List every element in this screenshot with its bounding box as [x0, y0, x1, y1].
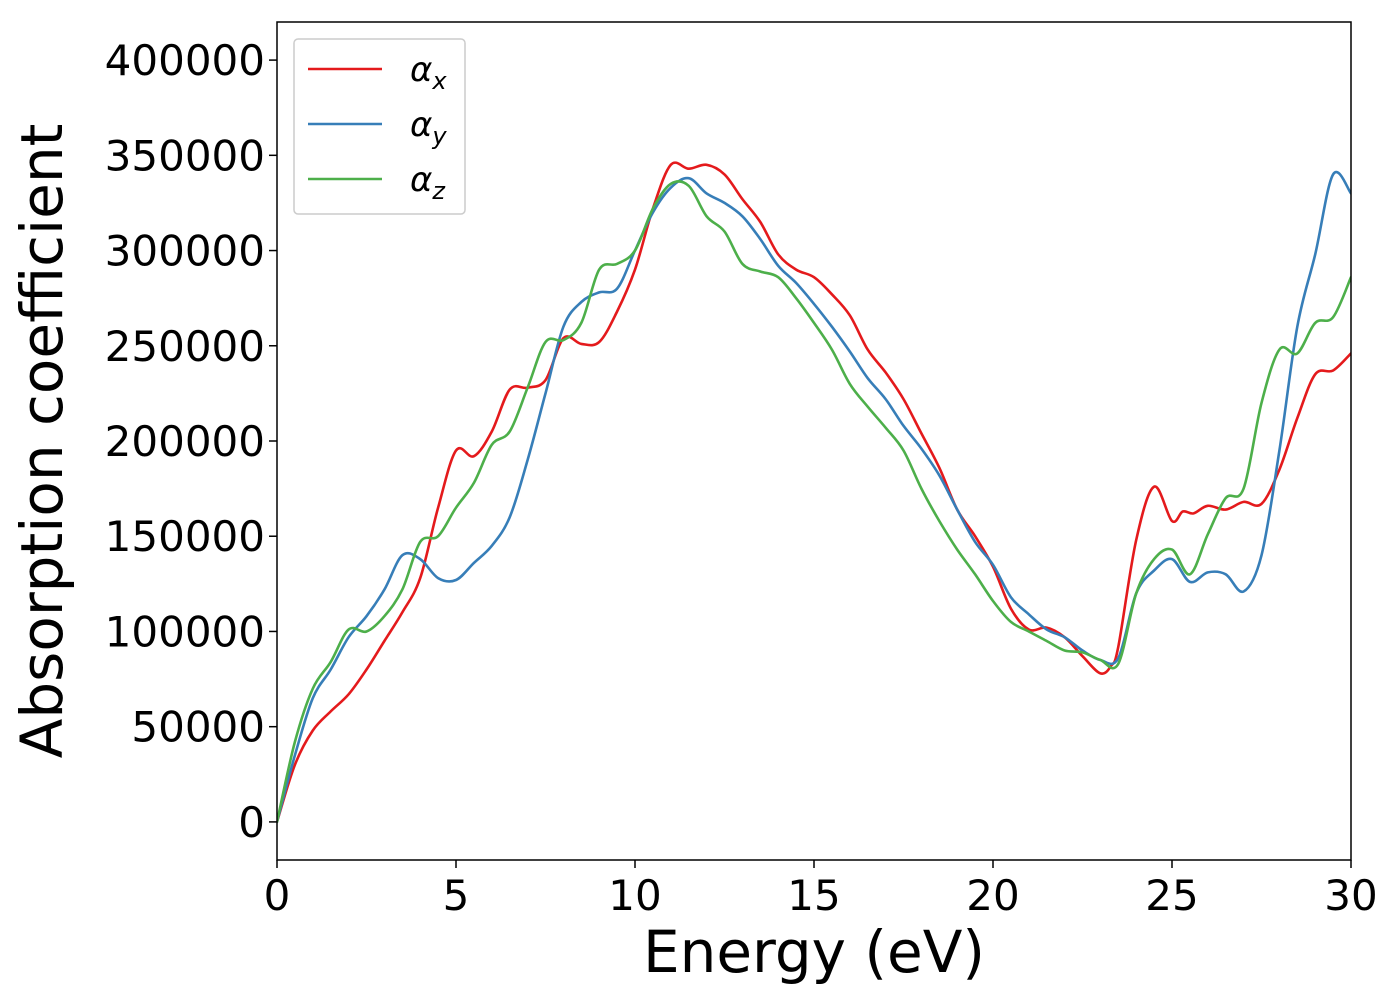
ticks-layer: 0 5 10 15 20 25 30 0 50000 100000 150000 200000 2500…: [105, 36, 1378, 920]
x-tick-label: 5: [443, 871, 470, 920]
y-tick-label: 50000: [131, 703, 265, 752]
x-tick-label: 25: [1145, 871, 1198, 920]
y-tick-label: 350000: [105, 131, 265, 180]
series-line-x: [277, 161, 1351, 824]
y-tick-label: 200000: [105, 417, 265, 466]
legend-box: [293, 38, 466, 215]
series-line-z: [277, 180, 1351, 824]
legend-label-x: αx: [410, 50, 447, 95]
x-tick-label: 0: [264, 871, 291, 920]
x-tick-label: 20: [966, 871, 1019, 920]
y-tick-label: 0: [238, 798, 265, 847]
series-layer: [277, 161, 1351, 824]
y-tick-label: 250000: [105, 322, 265, 371]
y-tick-label: 150000: [105, 512, 265, 561]
x-tick-label: 10: [608, 871, 661, 920]
x-tick-label: 15: [787, 871, 840, 920]
y-tick-label: 400000: [105, 36, 265, 85]
series-line-y: [277, 170, 1351, 824]
y-tick-label: 100000: [105, 607, 265, 656]
x-tick-label: 30: [1324, 871, 1377, 920]
y-tick-label: 300000: [105, 227, 265, 276]
x-axis-title: Energy (eV): [643, 918, 985, 986]
y-axis-title: Absorption coefficient: [8, 124, 76, 759]
